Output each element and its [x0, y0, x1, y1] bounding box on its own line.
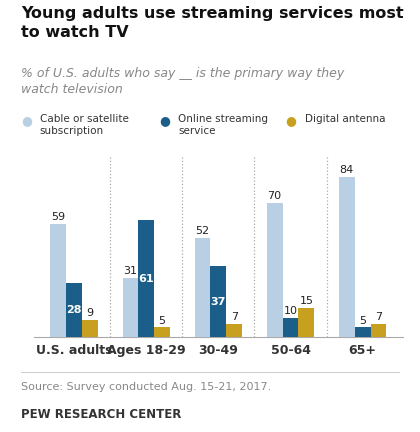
Text: 37: 37: [211, 297, 226, 307]
Text: Young adults use streaming services most
to watch TV: Young adults use streaming services most…: [21, 6, 404, 40]
Bar: [194, 238, 210, 337]
Bar: [339, 177, 354, 337]
Text: Online streaming
service: Online streaming service: [178, 114, 268, 136]
Bar: [226, 324, 242, 337]
Bar: [154, 327, 170, 337]
Text: 5: 5: [359, 315, 366, 325]
Bar: [210, 266, 226, 337]
Text: 15: 15: [299, 296, 313, 306]
Text: ●: ●: [21, 114, 32, 127]
Text: % of U.S. adults who say __ is the primary way they
watch television: % of U.S. adults who say __ is the prima…: [21, 67, 344, 96]
Text: 5: 5: [159, 315, 165, 325]
Text: ●: ●: [286, 114, 297, 127]
Text: 52: 52: [195, 226, 210, 236]
Bar: [370, 324, 386, 337]
Text: 70: 70: [268, 191, 282, 201]
Bar: [82, 320, 98, 337]
Bar: [50, 224, 66, 337]
Text: 59: 59: [51, 213, 66, 222]
Bar: [267, 203, 283, 337]
Text: Source: Survey conducted Aug. 15-21, 2017.: Source: Survey conducted Aug. 15-21, 201…: [21, 382, 271, 392]
Text: Digital antenna: Digital antenna: [304, 114, 385, 124]
Text: 7: 7: [375, 311, 382, 322]
Bar: [354, 327, 370, 337]
Text: 84: 84: [340, 165, 354, 175]
Text: 10: 10: [284, 306, 297, 316]
Bar: [299, 308, 314, 337]
Text: 61: 61: [139, 274, 154, 284]
Bar: [123, 278, 138, 337]
Text: PEW RESEARCH CENTER: PEW RESEARCH CENTER: [21, 408, 181, 421]
Text: Cable or satellite
subscription: Cable or satellite subscription: [40, 114, 129, 136]
Text: 28: 28: [66, 305, 82, 315]
Bar: [283, 318, 299, 337]
Text: 7: 7: [231, 311, 238, 322]
Text: 9: 9: [87, 308, 94, 318]
Bar: [66, 283, 82, 337]
Text: 31: 31: [123, 266, 137, 276]
Text: ●: ●: [160, 114, 171, 127]
Bar: [138, 220, 154, 337]
